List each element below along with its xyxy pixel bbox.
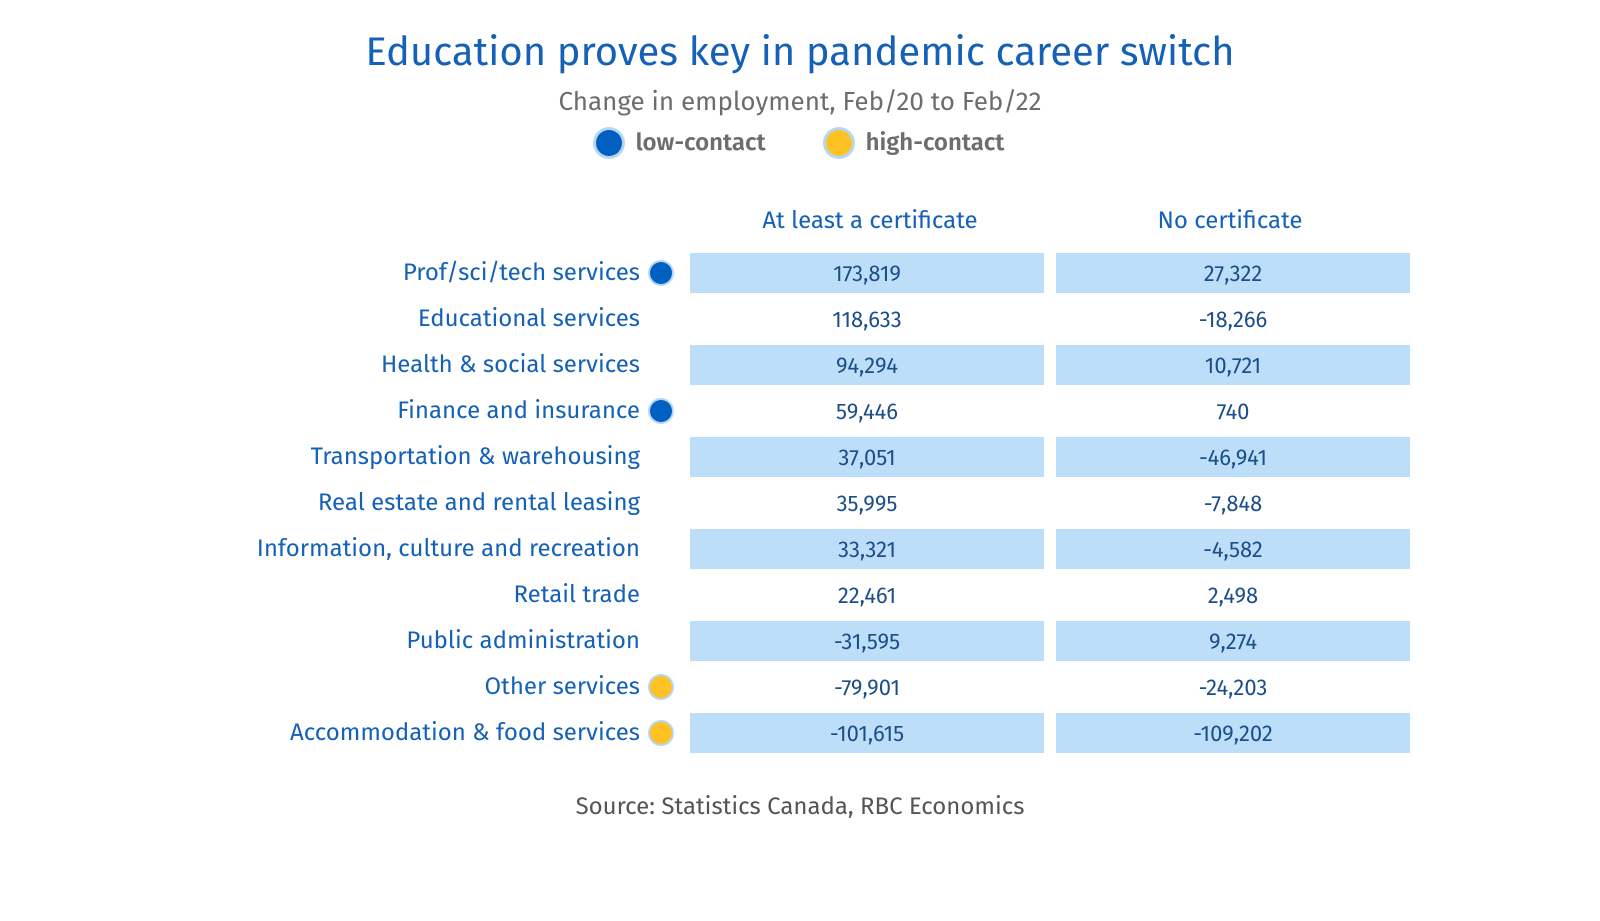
table-row: Information, culture and recreation 33,32… bbox=[190, 529, 1410, 569]
table-row: Health & social services 94,294 10,721 bbox=[190, 345, 1410, 385]
table-cell: 173,819 bbox=[690, 253, 1044, 293]
row-label-wrap: Prof/sci/tech services bbox=[190, 259, 690, 287]
high-contact-marker-icon bbox=[650, 676, 672, 698]
table-cell: -46,941 bbox=[1056, 437, 1410, 477]
data-table: At least a certificate No certificate Pr… bbox=[190, 207, 1410, 753]
source-attribution: Source: Statistics Canada, RBC Economics bbox=[80, 793, 1520, 821]
table-cell: 2,498 bbox=[1056, 575, 1410, 615]
column-headers: At least a certificate No certificate bbox=[190, 207, 1410, 235]
row-label: Prof/sci/tech services bbox=[403, 259, 640, 287]
column-header: At least a certificate bbox=[690, 207, 1050, 235]
table-row: Real estate and rental leasing 35,995 -7,8… bbox=[190, 483, 1410, 523]
table-cell: -7,848 bbox=[1056, 483, 1410, 523]
chart-container: Education proves key in pandemic career … bbox=[80, 0, 1520, 821]
row-label: Finance and insurance bbox=[397, 397, 640, 425]
row-label: Health & social services bbox=[381, 351, 640, 379]
legend-item-high-contact: high-contact bbox=[826, 129, 1005, 157]
row-label: Public administration bbox=[406, 627, 640, 655]
table-cell: 22,461 bbox=[690, 575, 1044, 615]
table-cell: 118,633 bbox=[690, 299, 1044, 339]
table-cell: -79,901 bbox=[690, 667, 1044, 707]
row-label-wrap: Finance and insurance bbox=[190, 397, 690, 425]
row-label-wrap: Transportation & warehousing bbox=[190, 443, 690, 471]
table-cell: -31,595 bbox=[690, 621, 1044, 661]
table-cell: 37,051 bbox=[690, 437, 1044, 477]
column-header: No certificate bbox=[1050, 207, 1410, 235]
rows-host: Prof/sci/tech services 173,819 27,322 Educa… bbox=[190, 253, 1410, 753]
row-label: Transportation & warehousing bbox=[311, 443, 640, 471]
table-cell: 59,446 bbox=[690, 391, 1044, 431]
legend-dot-low-contact-icon bbox=[596, 130, 622, 156]
legend-item-low-contact: low-contact bbox=[596, 129, 766, 157]
row-label-wrap: Information, culture and recreation bbox=[190, 535, 690, 563]
row-label-wrap: Real estate and rental leasing bbox=[190, 489, 690, 517]
table-row: Educational services 118,633 -18,266 bbox=[190, 299, 1410, 339]
table-cell: 9,274 bbox=[1056, 621, 1410, 661]
row-label: Accommodation & food services bbox=[290, 719, 640, 747]
low-contact-marker-icon bbox=[650, 400, 672, 422]
legend-label: high-contact bbox=[866, 129, 1005, 157]
table-row: Accommodation & food services -101,615 -10… bbox=[190, 713, 1410, 753]
table-row: Public administration -31,595 9,274 bbox=[190, 621, 1410, 661]
table-cell: 10,721 bbox=[1056, 345, 1410, 385]
table-cell: -24,203 bbox=[1056, 667, 1410, 707]
table-cell: 35,995 bbox=[690, 483, 1044, 523]
legend-dot-high-contact-icon bbox=[826, 130, 852, 156]
table-row: Prof/sci/tech services 173,819 27,322 bbox=[190, 253, 1410, 293]
row-label: Information, culture and recreation bbox=[257, 535, 640, 563]
table-row: Other services -79,901 -24,203 bbox=[190, 667, 1410, 707]
table-cell: 27,322 bbox=[1056, 253, 1410, 293]
table-cell: 740 bbox=[1056, 391, 1410, 431]
table-row: Finance and insurance 59,446 740 bbox=[190, 391, 1410, 431]
low-contact-marker-icon bbox=[650, 262, 672, 284]
chart-subtitle: Change in employment, Feb/20 to Feb/22 bbox=[80, 86, 1520, 117]
chart-title: Education proves key in pandemic career … bbox=[80, 28, 1520, 76]
row-label-wrap: Retail trade bbox=[190, 581, 690, 609]
legend-label: low-contact bbox=[636, 129, 766, 157]
row-label: Educational services bbox=[418, 305, 640, 333]
row-label: Retail trade bbox=[513, 581, 640, 609]
table-row: Retail trade 22,461 2,498 bbox=[190, 575, 1410, 615]
table-cell: -4,582 bbox=[1056, 529, 1410, 569]
table-cell: -101,615 bbox=[690, 713, 1044, 753]
header-spacer bbox=[190, 207, 690, 235]
legend: low-contact high-contact bbox=[80, 129, 1520, 157]
high-contact-marker-icon bbox=[650, 722, 672, 744]
table-cell: 94,294 bbox=[690, 345, 1044, 385]
row-label: Real estate and rental leasing bbox=[318, 489, 640, 517]
row-label-wrap: Other services bbox=[190, 673, 690, 701]
row-label: Other services bbox=[485, 673, 640, 701]
table-row: Transportation & warehousing 37,051 -46,94… bbox=[190, 437, 1410, 477]
table-cell: -109,202 bbox=[1056, 713, 1410, 753]
row-label-wrap: Public administration bbox=[190, 627, 690, 655]
table-cell: 33,321 bbox=[690, 529, 1044, 569]
row-label-wrap: Health & social services bbox=[190, 351, 690, 379]
row-label-wrap: Educational services bbox=[190, 305, 690, 333]
row-label-wrap: Accommodation & food services bbox=[190, 719, 690, 747]
table-cell: -18,266 bbox=[1056, 299, 1410, 339]
